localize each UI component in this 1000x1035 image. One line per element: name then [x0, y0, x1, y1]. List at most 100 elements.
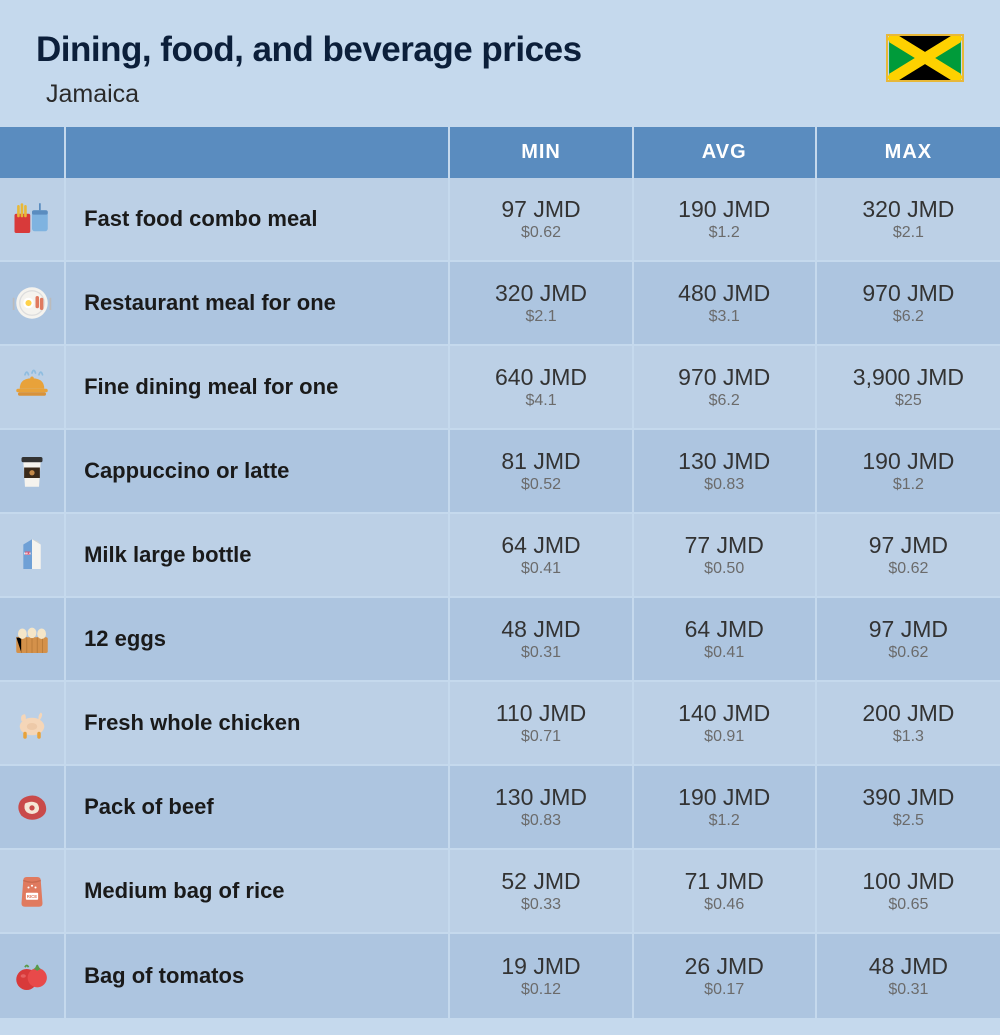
row-min: 64 JMD $0.41 [450, 514, 633, 598]
price-jmd: 97 JMD [817, 532, 1000, 558]
price-jmd: 480 JMD [634, 280, 815, 306]
col-header-max: MAX [817, 127, 1000, 178]
price-usd: $0.46 [634, 896, 815, 914]
tomato-icon [0, 955, 64, 997]
price-usd: $1.2 [634, 812, 815, 830]
row-icon-cell [0, 430, 66, 514]
row-min: 19 JMD $0.12 [450, 934, 633, 1018]
row-label: Medium bag of rice [66, 850, 450, 934]
row-min: 97 JMD $0.62 [450, 178, 633, 262]
price-usd: $1.2 [817, 476, 1000, 494]
price-jmd: 100 JMD [817, 868, 1000, 894]
row-avg: 130 JMD $0.83 [634, 430, 817, 514]
row-icon-cell [0, 262, 66, 346]
row-avg: 26 JMD $0.17 [634, 934, 817, 1018]
svg-text:MILK: MILK [24, 552, 32, 556]
price-jmd: 71 JMD [634, 868, 815, 894]
price-usd: $6.2 [634, 392, 815, 410]
beef-icon [0, 786, 64, 828]
row-max: 97 JMD $0.62 [817, 598, 1000, 682]
price-jmd: 81 JMD [450, 448, 631, 474]
row-icon-cell: RICE [0, 850, 66, 934]
row-icon-cell [0, 598, 66, 682]
price-table: MIN AVG MAX Fast food combo meal 97 JMD … [0, 127, 1000, 1018]
price-jmd: 140 JMD [634, 700, 815, 726]
row-min: 81 JMD $0.52 [450, 430, 633, 514]
table-row: Bag of tomatos 19 JMD $0.12 26 JMD $0.17… [0, 934, 1000, 1018]
col-header-icon [0, 127, 66, 178]
row-min: 130 JMD $0.83 [450, 766, 633, 850]
row-avg: 71 JMD $0.46 [634, 850, 817, 934]
row-label: Pack of beef [66, 766, 450, 850]
row-icon-cell [0, 682, 66, 766]
coffee-icon [0, 450, 64, 492]
row-max: 48 JMD $0.31 [817, 934, 1000, 1018]
fine-dining-icon [0, 366, 64, 408]
price-usd: $0.12 [450, 981, 631, 999]
price-jmd: 320 JMD [450, 280, 631, 306]
price-jmd: 390 JMD [817, 784, 1000, 810]
col-header-avg: AVG [634, 127, 817, 178]
row-label: Fresh whole chicken [66, 682, 450, 766]
svg-text:RICE: RICE [27, 894, 38, 899]
header: Dining, food, and beverage prices Jamaic… [0, 0, 1000, 127]
table-header-row: MIN AVG MAX [0, 127, 1000, 178]
table-row: Restaurant meal for one 320 JMD $2.1 480… [0, 262, 1000, 346]
price-jmd: 130 JMD [450, 784, 631, 810]
row-icon-cell [0, 178, 66, 262]
price-usd: $0.17 [634, 981, 815, 999]
row-icon-cell [0, 346, 66, 430]
price-usd: $2.5 [817, 812, 1000, 830]
table-row: Fine dining meal for one 640 JMD $4.1 97… [0, 346, 1000, 430]
table-row: MILK Milk large bottle 64 JMD $0.41 77 J… [0, 514, 1000, 598]
col-header-label [66, 127, 450, 178]
row-label: Fast food combo meal [66, 178, 450, 262]
page-subtitle: Jamaica [46, 80, 582, 109]
row-max: 100 JMD $0.65 [817, 850, 1000, 934]
price-jmd: 190 JMD [634, 784, 815, 810]
price-jmd: 320 JMD [817, 196, 1000, 222]
price-jmd: 190 JMD [634, 196, 815, 222]
milk-icon: MILK [0, 534, 64, 576]
row-label: Milk large bottle [66, 514, 450, 598]
row-avg: 190 JMD $1.2 [634, 178, 817, 262]
price-usd: $0.65 [817, 896, 1000, 914]
price-usd: $0.83 [450, 812, 631, 830]
row-label: Bag of tomatos [66, 934, 450, 1018]
row-max: 320 JMD $2.1 [817, 178, 1000, 262]
table-row: Fresh whole chicken 110 JMD $0.71 140 JM… [0, 682, 1000, 766]
row-min: 52 JMD $0.33 [450, 850, 633, 934]
col-header-min: MIN [450, 127, 633, 178]
price-usd: $2.1 [817, 224, 1000, 242]
page-title: Dining, food, and beverage prices [36, 30, 582, 70]
row-max: 97 JMD $0.62 [817, 514, 1000, 598]
row-label: Cappuccino or latte [66, 430, 450, 514]
rice-icon: RICE [0, 870, 64, 912]
price-jmd: 640 JMD [450, 364, 631, 390]
row-icon-cell [0, 766, 66, 850]
price-jmd: 26 JMD [634, 953, 815, 979]
price-usd: $0.41 [634, 644, 815, 662]
price-usd: $0.31 [817, 981, 1000, 999]
jamaica-flag-icon [886, 34, 964, 82]
price-usd: $4.1 [450, 392, 631, 410]
table-row: 12 eggs 48 JMD $0.31 64 JMD $0.41 97 JMD… [0, 598, 1000, 682]
price-usd: $25 [817, 392, 1000, 410]
price-jmd: 48 JMD [817, 953, 1000, 979]
row-min: 320 JMD $2.1 [450, 262, 633, 346]
price-usd: $6.2 [817, 308, 1000, 326]
price-jmd: 970 JMD [817, 280, 1000, 306]
row-icon-cell: MILK [0, 514, 66, 598]
row-avg: 140 JMD $0.91 [634, 682, 817, 766]
row-avg: 480 JMD $3.1 [634, 262, 817, 346]
price-jmd: 48 JMD [450, 616, 631, 642]
row-max: 390 JMD $2.5 [817, 766, 1000, 850]
row-min: 110 JMD $0.71 [450, 682, 633, 766]
table-row: RICE Medium bag of rice 52 JMD $0.33 71 … [0, 850, 1000, 934]
table-row: Cappuccino or latte 81 JMD $0.52 130 JMD… [0, 430, 1000, 514]
eggs-icon [0, 618, 64, 660]
table-row: Pack of beef 130 JMD $0.83 190 JMD $1.2 … [0, 766, 1000, 850]
row-avg: 190 JMD $1.2 [634, 766, 817, 850]
row-max: 970 JMD $6.2 [817, 262, 1000, 346]
price-usd: $3.1 [634, 308, 815, 326]
